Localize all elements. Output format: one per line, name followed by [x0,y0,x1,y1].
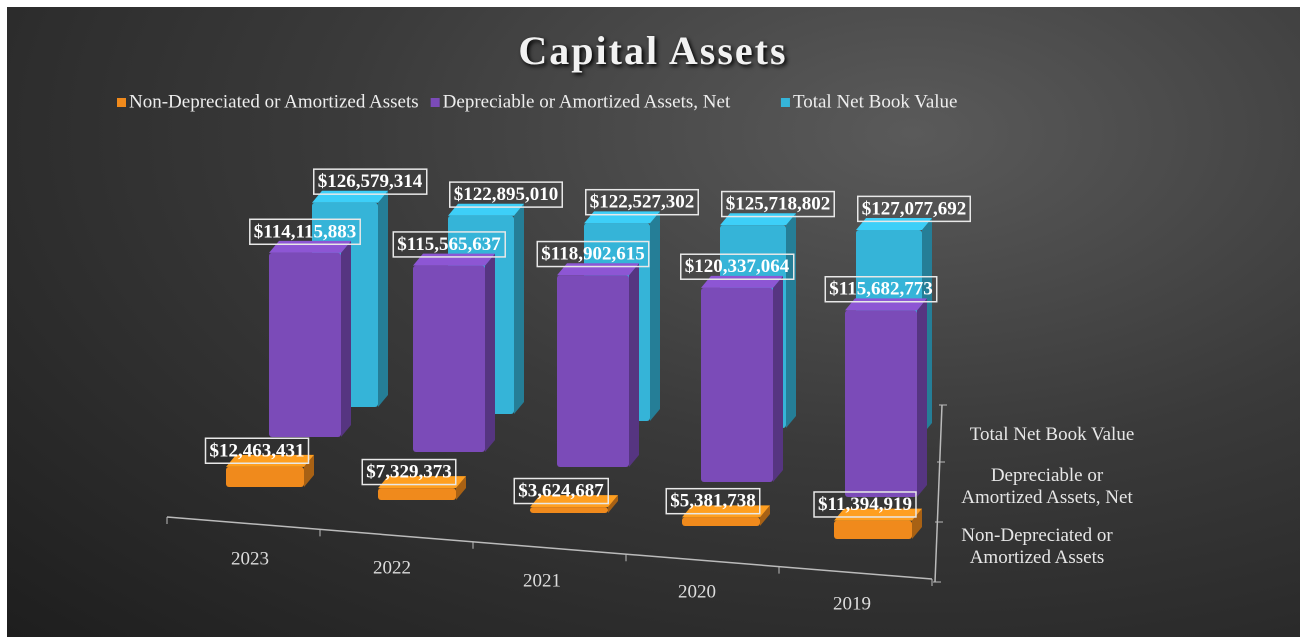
bar-side [773,275,783,482]
bar-side [608,495,618,513]
data-label-box [392,231,506,258]
data-label: $118,902,615 [541,244,644,265]
data-label: $114,115,883 [254,221,356,242]
bar-side [514,203,524,414]
data-label-group: $127,077,692 [857,195,971,223]
data-label-box [813,491,917,518]
data-label: $11,394,919 [818,494,912,515]
depth-label: Total Net Book Value [969,424,1135,445]
data-label: $122,527,302 [590,192,695,213]
chart: Capital Assets Non-Depreciated or Amorti… [117,28,971,614]
legend-label: Total Net Book Value [793,91,958,112]
depth-label: Non-Depreciated or Amortized Assets [961,525,1113,568]
x-tick-label: 2021 [523,570,561,591]
data-label-box [204,437,310,465]
legend-label: Non-Depreciated or Amortized Assets [129,91,419,112]
bar-side [650,211,660,421]
data-label: $115,682,773 [829,279,932,300]
x-tick-label: 2022 [373,557,411,578]
data-label-group: $120,337,064 [680,253,795,280]
data-label-group: $118,902,615 [536,240,650,268]
data-label-box [513,477,609,505]
bar-side [629,263,639,467]
bar-top [448,203,524,216]
bar [413,265,485,452]
bar [834,520,912,539]
data-label-group: $11,394,919 [813,491,917,518]
data-label: $7,329,373 [366,462,452,483]
data-label-group: $114,115,883 [249,218,361,246]
data-label-group: $122,895,010 [449,181,563,208]
data-label-box [361,458,457,486]
data-label-group: $12,463,431 [204,437,310,465]
bar-top [584,211,660,224]
bar-side [786,213,796,428]
depth-axis [934,404,943,583]
chart-area: Capital Assets Non-Depreciated or Amorti… [7,7,1300,637]
bar-top [856,218,932,230]
depth-label: Depreciable or Amortized Assets, Net [961,465,1133,508]
bar-top [269,240,351,253]
x-tick-label: 2019 [833,593,871,614]
bar-top [413,253,495,266]
data-label: $122,895,010 [454,184,559,205]
bar-side [760,505,770,526]
data-label-box [721,190,835,218]
bar-top [557,263,639,276]
data-label-group: $5,381,738 [665,487,761,515]
bar-side [912,508,922,539]
data-label: $127,077,692 [862,198,967,219]
data-label-box [665,487,761,515]
chart-title: Capital Assets [518,28,787,73]
data-label-box [536,240,650,268]
bar [530,507,608,513]
data-label-box [249,218,361,246]
data-label-group: $125,718,802 [721,190,835,218]
legend-swatch [780,98,790,107]
bar-side [378,190,388,407]
data-label: $12,463,431 [210,440,305,461]
data-label-group: $3,624,687 [513,477,609,505]
bar-side [456,476,466,500]
data-label: $120,337,064 [685,256,790,277]
data-label: $5,381,738 [670,491,756,512]
data-label-group: $115,565,637 [392,231,506,258]
data-label-box [313,168,428,195]
x-tick-label: 2023 [231,548,269,569]
data-label: $115,565,637 [397,234,501,255]
data-label-box [680,253,795,280]
data-label: $3,624,687 [518,481,604,502]
x-axis [166,516,933,580]
bar-top [720,213,796,226]
data-label-group: $7,329,373 [361,458,457,486]
data-label: $126,579,314 [318,171,423,192]
legend-label: Depreciable or Amortized Assets, Net [443,91,731,112]
data-label: $125,718,802 [726,194,831,215]
legend-swatch [117,98,126,107]
data-label-group: $126,579,314 [313,168,428,195]
bar-side [304,454,314,487]
data-label-box [857,195,971,223]
bar [557,275,629,467]
legend-swatch [430,98,440,107]
data-label-box [585,188,699,216]
bar-side [485,253,495,452]
bar [226,466,304,487]
x-tick-label: 2020 [678,581,716,602]
bar [845,310,917,497]
bar-side [341,240,351,437]
bar [701,287,773,482]
data-label-box [449,181,563,208]
bar-top [845,298,927,311]
bar-side [917,298,927,497]
data-label-group: $122,527,302 [585,188,699,216]
bar [269,252,341,437]
bar [682,517,760,526]
data-label-group: $115,682,773 [824,275,938,303]
bar-top [701,275,783,288]
bar [378,488,456,500]
bar-top [312,190,388,203]
data-label-box [824,275,938,303]
